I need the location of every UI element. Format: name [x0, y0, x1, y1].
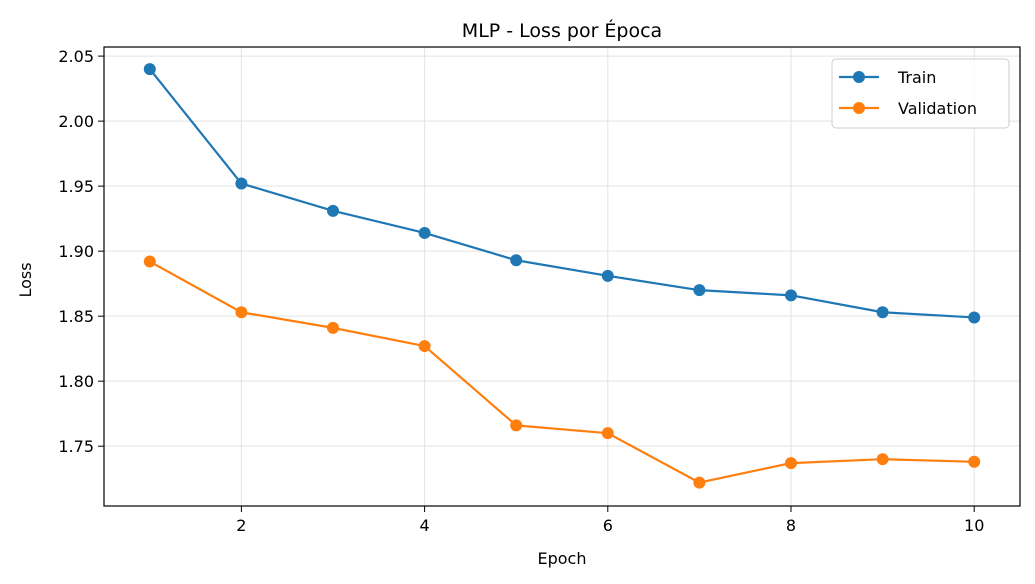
data-point-validation: [785, 457, 797, 470]
data-point-train: [968, 311, 981, 324]
data-point-validation: [510, 419, 523, 432]
data-point-train: [235, 177, 248, 190]
series-line-validation: [149, 260, 975, 484]
data-point-train: [143, 63, 156, 76]
data-point-train: [510, 254, 523, 267]
data-point-train: [418, 226, 431, 239]
data-point-train: [876, 306, 889, 319]
y-tick-label: 1.80: [58, 372, 94, 391]
data-point-validation: [143, 255, 156, 268]
series-line-train: [148, 68, 975, 319]
plot-frame: [103, 46, 1021, 507]
x-tick-label: 10: [964, 516, 984, 535]
x-tick-label: 4: [420, 516, 430, 535]
y-tick-label: 1.90: [58, 242, 94, 261]
y-tick-label: 1.75: [58, 437, 94, 456]
x-axis-label: Epoch: [538, 549, 587, 568]
data-point-train: [693, 284, 706, 297]
y-tick-label: 1.85: [58, 307, 94, 326]
data-point-validation: [418, 340, 431, 353]
legend-label-validation: Validation: [898, 99, 977, 118]
data-point-train: [601, 269, 614, 282]
x-tick-label: 8: [786, 516, 796, 535]
legend-marker-train: [853, 71, 865, 83]
data-point-validation: [235, 306, 248, 319]
data-point-validation: [693, 476, 706, 489]
data-point-validation: [327, 321, 339, 334]
data-point-validation: [876, 453, 889, 466]
data-point-validation: [968, 455, 981, 468]
data-point-train: [785, 289, 797, 302]
ticks: 2 4 6 8 10 1.75 1.80 1.85 1.90 1.95 2.00 2.05: [58, 47, 984, 535]
chart-title: MLP - Loss por Época: [462, 19, 662, 42]
series-layer: [143, 63, 981, 489]
x-tick-label: 6: [603, 516, 613, 535]
legend: Train Validation: [831, 58, 1010, 129]
legend-marker-validation: [853, 102, 865, 114]
y-tick-label: 2.05: [58, 47, 94, 66]
data-point-train: [327, 204, 339, 217]
x-tick-label: 2: [236, 516, 246, 535]
y-tick-label: 1.95: [58, 177, 94, 196]
data-point-validation: [601, 427, 614, 440]
legend-label-train: Train: [897, 68, 936, 87]
y-axis-label: Loss: [16, 262, 35, 297]
y-tick-label: 2.00: [58, 112, 94, 131]
